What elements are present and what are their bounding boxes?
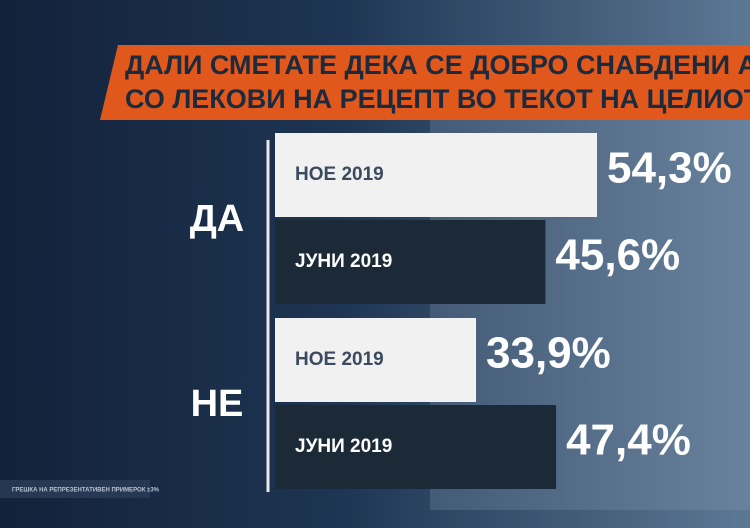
bar	[275, 318, 477, 402]
series-label: НОЕ 2019	[295, 164, 384, 185]
bar	[275, 133, 597, 217]
footnote: ГРЕШКА НА РЕПРЕЗЕНТАТИВЕН ПРИМЕРОК ±3%	[12, 488, 160, 494]
value-label: 54,3%	[607, 144, 732, 193]
footnote-strip	[0, 480, 150, 498]
title-line: ДАЛИ СМЕТАТЕ ДЕКА СЕ ДОБРО СНАБДЕНИ АПТЕ…	[125, 50, 750, 80]
title-line: СО ЛЕКОВИ НА РЕЦЕПТ ВО ТЕКОТ НА ЦЕЛИОТ М…	[125, 84, 750, 114]
bar	[275, 405, 557, 489]
category-label: НЕ	[191, 383, 244, 425]
series-label: НОЕ 2019	[295, 349, 384, 370]
series-label: ЈУНИ 2019	[295, 251, 392, 272]
value-label: 33,9%	[486, 329, 611, 378]
category-label: ДА	[190, 198, 245, 240]
title-bar	[100, 45, 750, 120]
value-label: 47,4%	[566, 416, 691, 465]
bar	[275, 220, 546, 304]
series-label: ЈУНИ 2019	[295, 436, 392, 457]
value-label: 45,6%	[555, 231, 680, 280]
